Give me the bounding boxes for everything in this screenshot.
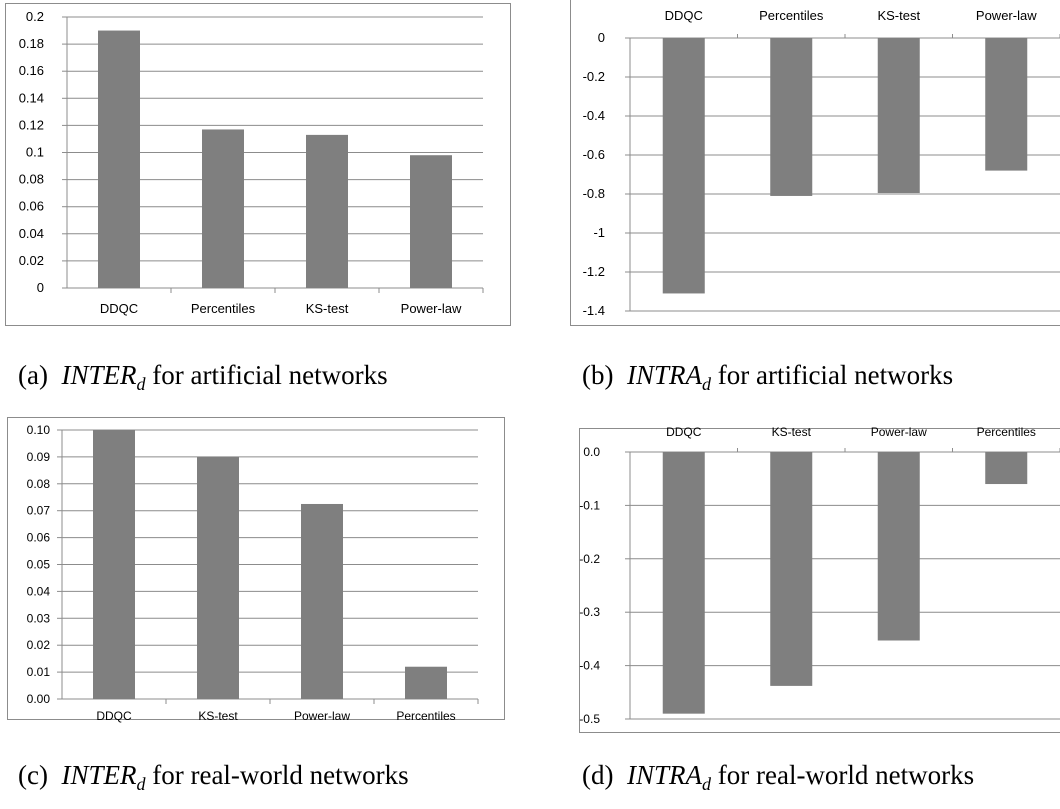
y-tick-label-c: 0.03 [27, 611, 51, 625]
y-tick-label-a: 0.2 [26, 9, 44, 24]
y-tick-label-c: 0.04 [27, 584, 51, 598]
x-tick-label-c: Power-law [294, 709, 350, 723]
x-tick-label-d: DDQC [666, 425, 702, 439]
caption-b: (b) INTRAd for artificial networks [582, 360, 953, 395]
caption-c-subscript: d [136, 774, 146, 794]
x-tick-label-b: DDQC [665, 8, 703, 23]
bar-d-power-law [877, 452, 920, 641]
y-tick-label-b: -1 [593, 225, 605, 240]
bar-a-ks-test [306, 134, 348, 288]
y-tick-label-c: 0.02 [27, 638, 51, 652]
caption-d-symbol: INTRA [626, 760, 702, 790]
x-tick-label-b: KS-test [877, 8, 920, 23]
y-tick-label-b: -1.2 [583, 264, 605, 279]
x-tick-label-d: Percentiles [977, 425, 1036, 439]
y-tick-label-c: 0.01 [27, 665, 51, 679]
y-tick-label-c: 0.07 [27, 504, 51, 518]
x-tick-label-b: Percentiles [759, 8, 824, 23]
bar-d-ks-test [770, 452, 813, 686]
bar-a-power-law [410, 155, 452, 288]
y-tick-label-b: -0.6 [583, 147, 605, 162]
y-tick-label-c: 0.10 [27, 423, 51, 437]
bar-c-percentiles [405, 666, 447, 699]
bar-c-ddqc [93, 430, 135, 699]
caption-b-subscript: d [702, 374, 711, 394]
y-tick-label-d: -0.3 [579, 605, 600, 619]
y-tick-label-b: 0 [598, 30, 605, 45]
chart-frame-c [7, 417, 505, 720]
caption-d-label: (d) [582, 760, 614, 790]
y-tick-label-d: 0.0 [583, 445, 600, 459]
chart-frame-d [579, 428, 1060, 733]
y-tick-label-a: 0.16 [19, 63, 44, 78]
x-tick-label-c: Percentiles [396, 709, 455, 723]
caption-c-label: (c) [18, 760, 48, 790]
caption-b-text: for artificial networks [717, 360, 954, 390]
caption-a-label: (a) [18, 360, 48, 390]
bar-b-power-law [985, 38, 1028, 171]
bar-b-ddqc [662, 38, 705, 294]
bar-b-ks-test [877, 38, 920, 194]
caption-d: (d) INTRAd for real-world networks [582, 760, 974, 795]
bar-c-power-law [301, 503, 343, 699]
caption-c-symbol: INTER [61, 760, 137, 790]
bar-c-ks-test [197, 456, 239, 699]
y-tick-label-b: -1.4 [583, 303, 605, 318]
y-tick-label-c: 0.05 [27, 558, 51, 572]
y-tick-label-c: 0.08 [27, 477, 51, 491]
y-tick-label-b: -0.2 [583, 69, 605, 84]
y-tick-label-a: 0.18 [19, 36, 44, 51]
x-tick-label-c: DDQC [96, 709, 132, 723]
y-tick-label-d: -0.1 [579, 498, 600, 512]
caption-c-text: for real-world networks [152, 760, 409, 790]
x-tick-label-b: Power-law [976, 8, 1037, 23]
y-tick-label-c: 0.06 [27, 531, 51, 545]
caption-d-subscript: d [702, 774, 711, 794]
bar-a-ddqc [98, 30, 140, 289]
caption-a-subscript: d [136, 374, 146, 394]
y-tick-label-a: 0.04 [19, 226, 44, 241]
y-tick-label-c: 0.09 [27, 450, 51, 464]
caption-c: (c) INTERd for real-world networks [18, 760, 409, 795]
x-tick-label-a: Percentiles [191, 301, 256, 316]
x-tick-label-d: KS-test [772, 425, 812, 439]
x-tick-label-a: Power-law [401, 301, 462, 316]
y-tick-label-b: -0.4 [583, 108, 605, 123]
caption-a-text: for artificial networks [152, 360, 388, 390]
caption-a: (a) INTERd for artificial networks [18, 360, 388, 395]
y-tick-label-a: 0.1 [26, 145, 44, 160]
y-tick-label-d: -0.4 [579, 659, 600, 673]
caption-b-symbol: INTRA [626, 360, 702, 390]
x-tick-label-d: Power-law [871, 425, 927, 439]
y-tick-label-a: 0.08 [19, 172, 44, 187]
x-tick-label-c: KS-test [198, 709, 238, 723]
caption-a-symbol: INTER [61, 360, 137, 390]
y-tick-label-a: 0.02 [19, 253, 44, 268]
y-tick-label-a: 0.06 [19, 199, 44, 214]
y-tick-label-a: 0 [37, 280, 44, 295]
caption-b-label: (b) [582, 360, 614, 390]
bar-a-percentiles [202, 129, 244, 288]
y-tick-label-d: -0.2 [579, 552, 600, 566]
y-tick-label-a: 0.12 [19, 117, 44, 132]
y-tick-label-d: -0.5 [579, 712, 600, 726]
y-tick-label-a: 0.14 [19, 90, 44, 105]
x-tick-label-a: KS-test [306, 301, 349, 316]
bar-d-percentiles [985, 452, 1028, 485]
y-tick-label-c: 0.00 [27, 692, 51, 706]
bar-d-ddqc [662, 452, 705, 714]
x-tick-label-a: DDQC [100, 301, 138, 316]
caption-d-text: for real-world networks [717, 760, 975, 790]
bar-b-percentiles [770, 38, 813, 196]
y-tick-label-b: -0.8 [583, 186, 605, 201]
